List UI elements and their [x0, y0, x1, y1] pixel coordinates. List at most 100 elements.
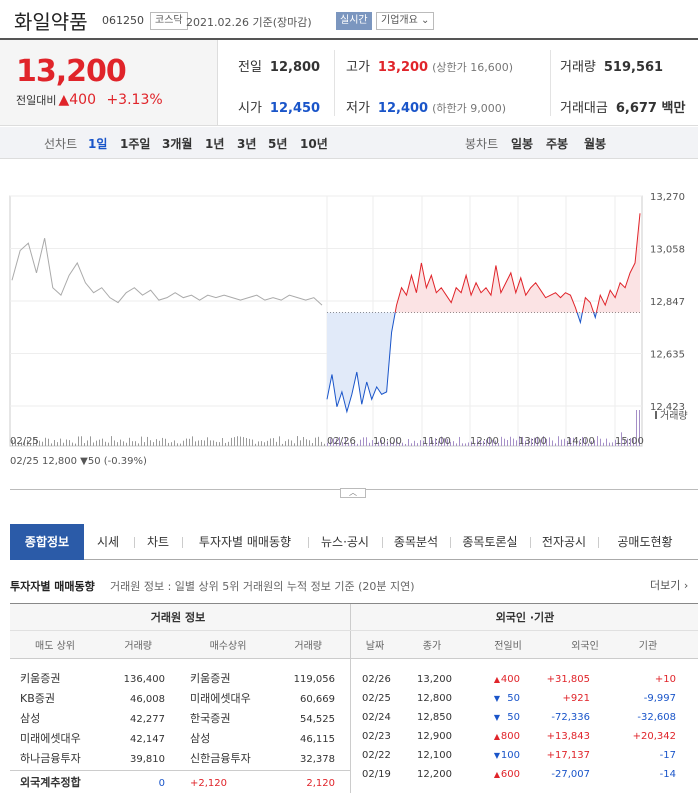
- foreign-date: 02/25: [362, 693, 391, 704]
- tab-disclosure[interactable]: 전자공시: [541, 535, 587, 549]
- current-price: 13,200: [16, 54, 127, 89]
- period-3y[interactable]: 3년: [237, 137, 257, 151]
- volume-bar: [390, 442, 391, 446]
- tab-divider: [308, 537, 309, 548]
- volume-bar: [552, 440, 553, 446]
- broker-buy-name: 삼성: [190, 732, 210, 745]
- down-arrow-icon: ▼: [494, 694, 501, 703]
- period-3m[interactable]: 3개월: [162, 137, 193, 151]
- foreign-close: 12,200: [417, 769, 452, 780]
- volume-bar: [444, 438, 445, 446]
- volume-bar: [108, 442, 109, 446]
- tab-investor-trading[interactable]: 투자자별 매매동향: [198, 535, 292, 549]
- volume-bar: [591, 441, 592, 446]
- investor-section-title: 투자자별 매매동향: [10, 580, 95, 593]
- volume-bar: [519, 436, 520, 446]
- company-info-dropdown[interactable]: 기업개요 ⌄: [376, 12, 435, 30]
- volume-bar: [468, 442, 469, 446]
- volume-bar: [477, 439, 478, 446]
- broker-buy-volume: 119,056: [294, 674, 335, 685]
- volume-bar: [309, 440, 310, 446]
- x-tick-label: 11:00: [422, 436, 451, 447]
- volume-bar: [150, 440, 151, 446]
- volume-bar: [534, 437, 535, 446]
- volume-bar: [546, 438, 547, 446]
- foreign-close: 12,100: [417, 750, 452, 761]
- broker-buy-name: 한국증권: [190, 712, 230, 725]
- foreign-change: 600: [501, 769, 520, 780]
- tab-discussion[interactable]: 종목토론실: [462, 535, 518, 549]
- foreign-col-header: 종가: [423, 640, 441, 652]
- foreign-total-buy: 2,120: [306, 778, 335, 789]
- volume-bar: [426, 443, 427, 446]
- volume-bar: [51, 443, 52, 446]
- volume-bar: [597, 436, 598, 446]
- upper-limit: (상한가 16,600): [432, 61, 514, 74]
- chevron-down-icon: ⌄: [421, 15, 430, 26]
- realtime-button[interactable]: 실시간: [336, 12, 372, 30]
- collapse-chart-button[interactable]: ︿: [340, 488, 366, 498]
- tab-news[interactable]: 뉴스·공시: [321, 535, 369, 549]
- volume-bar: [486, 439, 487, 446]
- volume-bar: [609, 442, 610, 446]
- candle-weekly[interactable]: 주봉: [546, 137, 569, 151]
- period-5y[interactable]: 5년: [268, 137, 288, 151]
- broker-buy-name: 미래에셋대우: [190, 692, 251, 705]
- volume-bar: [573, 437, 574, 446]
- volume-bar: [267, 440, 268, 446]
- line-chart-label: 선차트: [44, 137, 78, 151]
- broker-buy-name: 키움증권: [190, 672, 230, 685]
- broker-col-header: 거래량: [124, 640, 152, 652]
- volume-bar: [462, 443, 463, 446]
- foreign-net: +17,137: [547, 750, 590, 761]
- tab-chart[interactable]: 차트: [146, 535, 170, 549]
- up-arrow-icon: ▲: [494, 732, 501, 741]
- tab-quotes[interactable]: 시세: [96, 535, 120, 549]
- up-arrow-icon: ▲: [494, 770, 501, 779]
- period-10y[interactable]: 10년: [300, 137, 328, 151]
- volume-bar: [180, 443, 181, 446]
- volume-bar: [90, 436, 91, 446]
- candle-monthly[interactable]: 월봉: [584, 137, 607, 151]
- foreign-table-header: 외국인 ·기관: [496, 610, 555, 624]
- volume-bar: [570, 437, 571, 446]
- tab-overview[interactable]: 종합정보: [10, 524, 84, 560]
- more-link[interactable]: 더보기 ›: [650, 577, 688, 593]
- volume-bar: [33, 436, 34, 446]
- volume-bar: [264, 442, 265, 446]
- volume-bar: [207, 437, 208, 446]
- volume-bar: [633, 438, 634, 446]
- x-tick-label: 10:00: [373, 436, 402, 447]
- chart-lines: [11, 213, 641, 414]
- volume-bar: [147, 436, 148, 446]
- tab-divider: [530, 537, 531, 548]
- chevron-right-icon: ›: [683, 579, 689, 592]
- tab-short-selling[interactable]: 공매도현황: [617, 535, 673, 549]
- volume-bar: [99, 439, 100, 446]
- volume-bar: [294, 443, 295, 446]
- volume-bar: [459, 436, 460, 446]
- volume-bar: [498, 443, 499, 446]
- period-1w[interactable]: 1주일: [120, 137, 151, 151]
- volume-bar: [27, 439, 28, 446]
- period-1y[interactable]: 1년: [205, 137, 225, 151]
- stat-value: 12,450: [269, 101, 321, 116]
- down-arrow-icon: ▼: [494, 751, 501, 760]
- broker-sell-volume: 42,277: [130, 714, 165, 725]
- period-1d[interactable]: 1일: [88, 137, 108, 151]
- volume-bar: [165, 438, 166, 446]
- candle-daily[interactable]: 일봉: [511, 137, 534, 151]
- y-tick-labels: 13,270 13,058 12,847 12,635 12,423: [650, 192, 685, 413]
- tab-analysis[interactable]: 종목분석: [393, 535, 439, 549]
- volume-bar: [378, 441, 379, 446]
- volume-bar: [396, 437, 397, 446]
- foreign-date: 02/24: [362, 712, 391, 723]
- volume-bar: [105, 441, 106, 446]
- volume-bar: [639, 410, 640, 446]
- volume-bar: [630, 438, 631, 446]
- volume-bar: [330, 438, 331, 446]
- volume-bar: [429, 437, 430, 446]
- volume-bar: [288, 439, 289, 446]
- x-tick-label: 13:00: [518, 436, 547, 447]
